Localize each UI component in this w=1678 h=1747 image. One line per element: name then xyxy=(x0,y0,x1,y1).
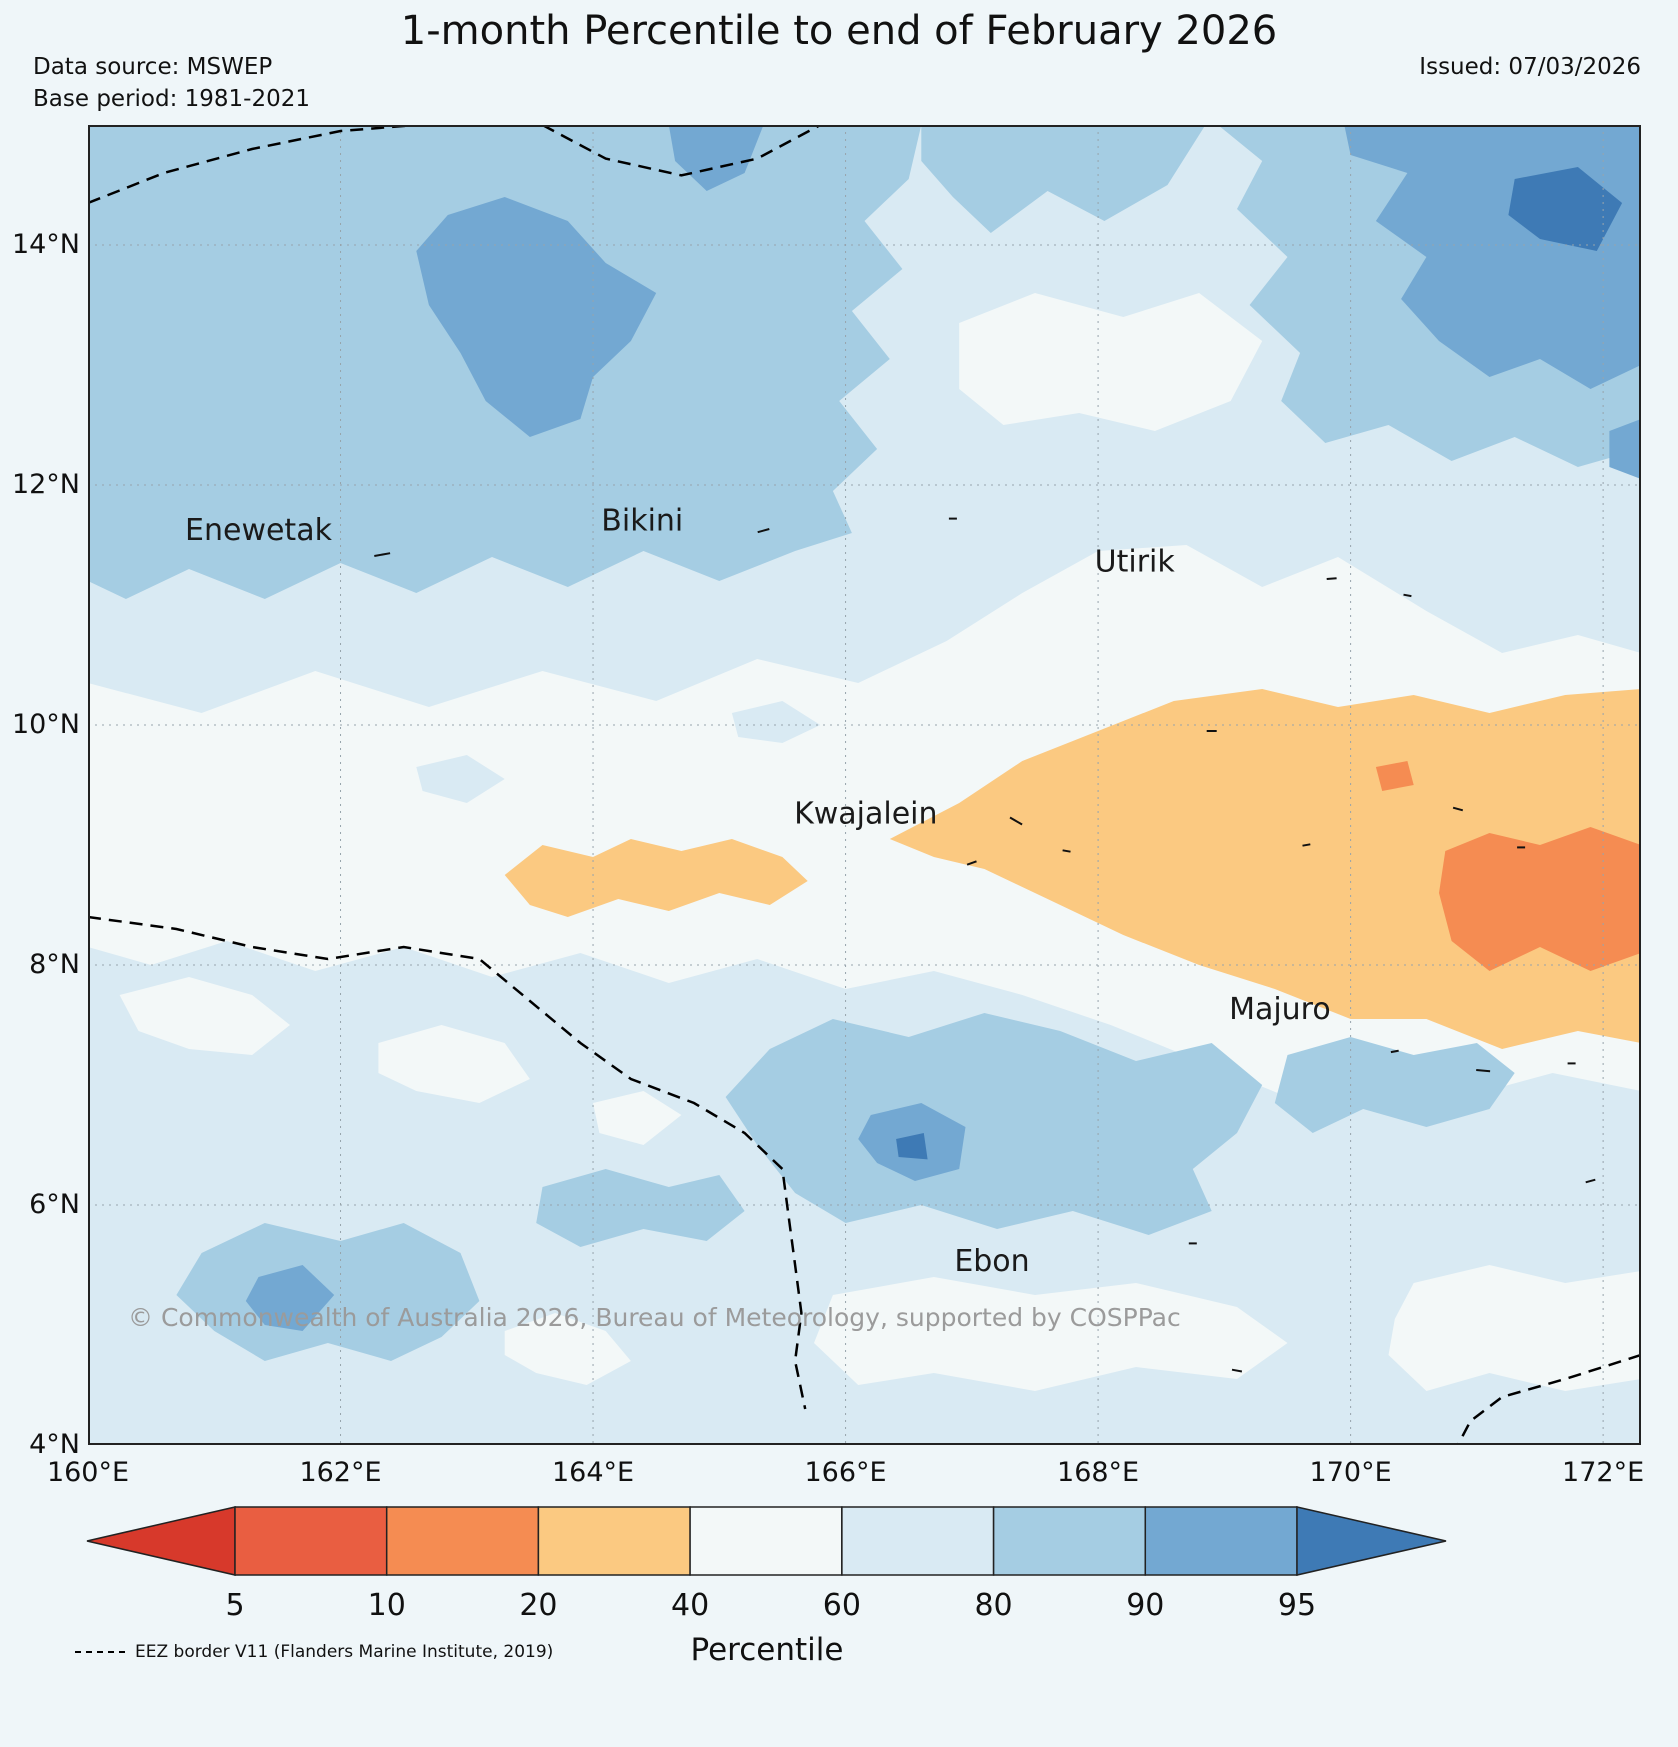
x-axis-tick-label: 166°E xyxy=(804,1457,887,1488)
atoll-outline xyxy=(1302,843,1311,847)
data-source-label: Data source: MSWEP xyxy=(33,54,273,80)
colorbar-tick-label: 20 xyxy=(519,1588,558,1623)
map-region-p40_60 xyxy=(119,977,290,1055)
base-period-label: Base period: 1981-2021 xyxy=(33,86,311,112)
colorbar-segment xyxy=(689,1506,843,1576)
atoll-outline xyxy=(757,528,770,534)
percentile-contour-map: Enewetak Bikini Utirik Kwajalein Majuro Ebon xyxy=(88,125,1641,1445)
map-region-p80_90 xyxy=(536,1169,745,1247)
page-title: 1-month Percentile to end of February 20… xyxy=(400,8,1278,54)
x-axis-tick-label: 160°E xyxy=(46,1457,130,1488)
x-axis-tick-label: 168°E xyxy=(1057,1457,1140,1488)
colorbar-tick-label: 90 xyxy=(1126,1588,1165,1623)
atoll-outline xyxy=(1390,1049,1399,1054)
x-axis-tick-label: 164°E xyxy=(551,1457,635,1488)
map-region-p90_95 xyxy=(416,197,657,437)
eez-dashed-line-swatch xyxy=(75,1651,125,1653)
atoll-outline xyxy=(1009,816,1023,826)
map-frame xyxy=(88,125,1641,1445)
y-axis-tick-label: 6°N xyxy=(29,1189,80,1220)
colorbar-segment xyxy=(385,1506,540,1576)
eez-border-line xyxy=(88,915,807,1410)
colorbar-arrow-above-95 xyxy=(1296,1506,1447,1576)
colorbar-tick-label: 95 xyxy=(1277,1588,1317,1623)
map-area: Enewetak Bikini Utirik Kwajalein Majuro Ebon xyxy=(88,125,1641,1445)
y-axis-tick-label: 10°N xyxy=(11,709,80,740)
map-region-p40_60 xyxy=(1388,1265,1641,1391)
map-region-p40_60 xyxy=(959,293,1263,431)
x-axis-tick-label: 162°E xyxy=(299,1457,382,1488)
colorbar-segment xyxy=(841,1506,995,1576)
map-region-p40_60 xyxy=(378,1025,530,1103)
map-region-p10_20 xyxy=(1375,761,1414,791)
colorbar-segment xyxy=(234,1506,388,1576)
place-label-ebon: Ebon xyxy=(954,1244,1029,1279)
y-axis-tick-label: 12°N xyxy=(11,469,80,500)
map-region-gt95 xyxy=(896,1133,928,1160)
place-label-enewetak: Enewetak xyxy=(185,513,333,548)
y-axis-tick-label: 8°N xyxy=(29,949,80,980)
copyright-notice: © Commonwealth of Australia 2026, Bureau… xyxy=(128,1303,1181,1332)
atoll-outline xyxy=(1326,577,1337,580)
map-region-p60_80 xyxy=(731,701,821,743)
atoll-outline xyxy=(1452,806,1464,812)
eez-legend: EEZ border V11 (Flanders Marine Institut… xyxy=(75,1642,553,1662)
place-label-kwajalein: Kwajalein xyxy=(794,796,937,831)
eez-legend-label: EEZ border V11 (Flanders Marine Institut… xyxy=(135,1642,554,1662)
map-region-p90_95 xyxy=(1609,419,1641,479)
x-axis-tick-label: 170°E xyxy=(1309,1457,1392,1488)
y-axis-tick-label: 4°N xyxy=(29,1429,80,1460)
colorbar-tick-label: 40 xyxy=(671,1588,710,1623)
place-label-utirik: Utirik xyxy=(1095,544,1176,579)
colorbar-segment xyxy=(992,1506,1147,1576)
map-region-p80_90 xyxy=(921,125,1206,233)
atoll-outline xyxy=(966,860,977,866)
colorbar-tick-label: 5 xyxy=(225,1588,245,1623)
atoll-outline xyxy=(1585,1178,1596,1184)
colorbar-segment xyxy=(1144,1506,1298,1576)
map-region-p20_40 xyxy=(889,689,1641,1049)
map-region-gt95 xyxy=(1508,167,1623,251)
map-region-p40_60 xyxy=(593,1091,682,1145)
eez-border-line xyxy=(1456,1353,1641,1445)
place-label-majuro: Majuro xyxy=(1229,992,1331,1027)
colorbar-tick-label: 60 xyxy=(822,1588,861,1623)
map-region-p80_90 xyxy=(1274,1037,1515,1133)
place-label-bikini: Bikini xyxy=(601,504,683,539)
atoll-outline xyxy=(1403,593,1412,598)
colorbar-tick-label: 10 xyxy=(367,1588,406,1623)
atoll-outline xyxy=(1231,1368,1243,1373)
atoll-outline xyxy=(1062,849,1071,853)
map-region-p20_40 xyxy=(504,839,808,917)
eez-border-line xyxy=(88,125,417,205)
map-region-p40_60 xyxy=(504,1313,631,1385)
map-region-p80_90 xyxy=(725,1013,1263,1235)
map-region-p90_95 xyxy=(245,1265,335,1331)
map-region-p10_20 xyxy=(1439,827,1641,971)
colorbar-segment xyxy=(537,1506,691,1576)
atoll-outline xyxy=(1476,1069,1491,1073)
map-region-p40_60 xyxy=(814,1277,1288,1391)
map-region-p60_80 xyxy=(416,755,505,803)
eez-border-line xyxy=(541,125,821,177)
colorbar-axis-label: Percentile xyxy=(690,1632,844,1668)
atoll-outline xyxy=(374,552,391,557)
colorbar-arrow-below-5 xyxy=(86,1506,236,1576)
issued-date-label: Issued: 07/03/2026 xyxy=(1419,54,1641,80)
map-region-p90_95 xyxy=(668,125,764,191)
percentile-colorbar xyxy=(86,1506,1447,1576)
y-axis-tick-label: 14°N xyxy=(11,229,80,260)
colorbar-tick-label: 80 xyxy=(974,1588,1013,1623)
x-axis-tick-label: 172°E xyxy=(1562,1457,1645,1488)
